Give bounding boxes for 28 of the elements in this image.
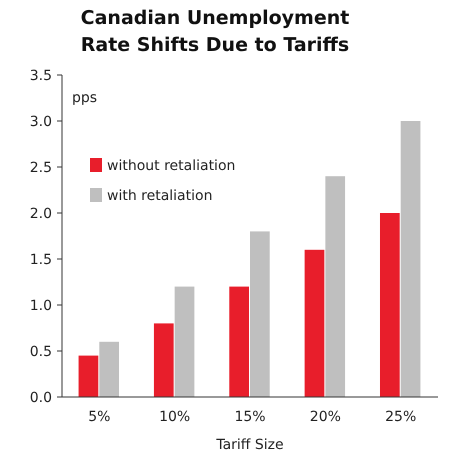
y-tick-label: 1.5 <box>30 252 52 268</box>
legend-label: with retaliation <box>107 188 212 204</box>
x-tick-label: 20% <box>310 409 341 425</box>
x-tick-label: 5% <box>88 409 110 425</box>
chart-title: Canadian Unemployment Rate Shifts Due to Tariffs <box>80 7 350 56</box>
bar <box>250 231 270 397</box>
y-tick-label: 1.0 <box>30 298 52 314</box>
y-tick-label: 0.0 <box>30 390 52 406</box>
bar <box>380 213 400 397</box>
y-tick-label: 2.0 <box>30 206 52 222</box>
x-tick-label: 15% <box>234 409 266 425</box>
bar <box>174 286 194 397</box>
bar <box>154 323 174 397</box>
x-tick-label: 10% <box>159 409 190 425</box>
y-tick-label: 0.5 <box>30 344 52 360</box>
bar <box>229 286 249 397</box>
x-tick-label: 25% <box>385 409 416 425</box>
bar <box>78 356 98 397</box>
bar <box>99 342 120 397</box>
y-axis-title: pps <box>72 90 98 106</box>
bar <box>400 121 420 397</box>
legend-label: without retaliation <box>107 158 236 174</box>
bar <box>325 176 346 397</box>
x-axis-title: Tariff Size <box>215 437 284 453</box>
y-tick-label: 2.5 <box>30 160 52 176</box>
bar <box>304 250 324 397</box>
y-tick-label: 3.5 <box>30 68 52 84</box>
y-tick-label: 3.0 <box>30 114 52 130</box>
